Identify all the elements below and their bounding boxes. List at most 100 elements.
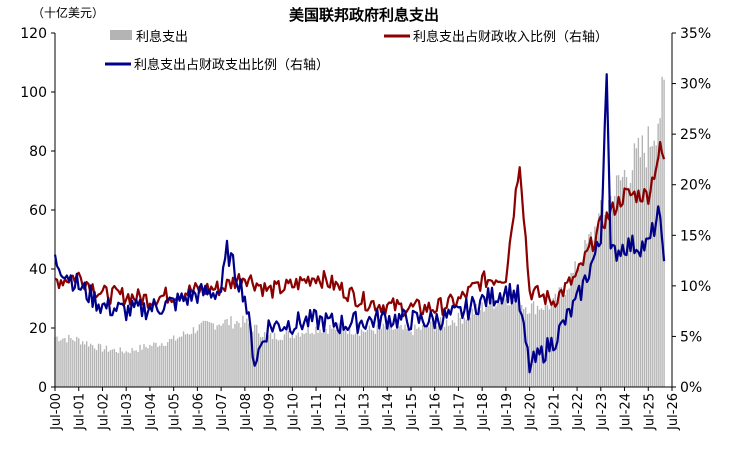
bar-interest-expense: [208, 321, 210, 387]
bar-interest-expense: [538, 309, 541, 387]
bar-interest-expense: [552, 298, 555, 387]
bar-interest-expense: [81, 341, 84, 387]
bar-interest-expense: [364, 332, 367, 387]
bar-interest-expense: [372, 330, 375, 387]
bar-interest-expense: [376, 324, 379, 387]
bar-interest-expense: [254, 324, 256, 387]
bar-interest-expense: [246, 318, 248, 387]
bar-interest-expense: [113, 348, 116, 387]
bar-interest-expense: [414, 324, 416, 387]
left-tick-label: 0: [38, 380, 47, 396]
x-tick-label: Jul-13: [358, 393, 373, 431]
bar-interest-expense: [481, 302, 483, 387]
bar-interest-expense: [295, 335, 297, 387]
bar-interest-expense: [212, 323, 214, 387]
bar-interest-expense: [202, 320, 205, 387]
bar-interest-expense: [633, 143, 636, 387]
bar-interest-expense: [204, 320, 206, 387]
bar-interest-expense: [637, 137, 640, 387]
bar-interest-expense: [408, 326, 410, 387]
axes: 0 20 40 60 80 100 120 0% 5% 10% 15% 20% 25% 30% 35% Jul…: [20, 26, 711, 431]
bar-interest-expense: [437, 324, 440, 387]
bar-interest-expense: [265, 333, 268, 387]
bar-interest-expense: [145, 346, 147, 387]
bar-interest-expense: [594, 226, 596, 387]
bar-interest-expense: [378, 327, 381, 387]
bar-interest-expense: [443, 327, 446, 387]
bar-interest-expense: [153, 342, 155, 387]
bar-interest-expense: [647, 126, 649, 387]
bar-interest-expense: [422, 325, 424, 387]
bar-interest-expense: [465, 319, 468, 387]
bar-interest-expense: [350, 334, 353, 387]
bar-interest-expense: [319, 329, 321, 387]
bar-interest-expense: [560, 286, 562, 387]
bar-interest-expense: [477, 307, 479, 387]
bar-interest-expense: [639, 157, 642, 387]
bar-interest-expense: [374, 333, 377, 387]
bar-interest-expense: [291, 333, 293, 387]
bar-interest-expense: [453, 322, 456, 387]
x-tick-label: Jul-08: [239, 393, 254, 431]
bar-interest-expense: [277, 340, 280, 387]
bar-interest-expense: [78, 338, 80, 387]
bar-interest-expense: [463, 317, 466, 387]
bar-interest-expense: [362, 331, 365, 387]
bar-interest-expense: [629, 182, 632, 387]
bar-interest-expense: [111, 349, 114, 387]
bar-interest-expense: [360, 329, 363, 387]
bar-interest-expense: [515, 299, 517, 387]
bar-interest-expense: [127, 352, 129, 387]
bar-interest-expense: [163, 345, 165, 387]
bar-interest-expense: [216, 325, 218, 387]
x-tick-label: Jul-03: [120, 393, 135, 431]
bar-interest-expense: [220, 325, 222, 387]
x-tick-label: Jul-18: [476, 393, 491, 431]
bar-interest-expense: [435, 326, 438, 387]
bar-interest-expense: [236, 320, 238, 387]
left-tick-label: 20: [29, 321, 47, 337]
bar-interest-expense: [522, 308, 525, 387]
bar-interest-expense: [321, 332, 323, 387]
bar-interest-expense: [297, 332, 299, 387]
bar-interest-expense: [501, 299, 503, 387]
bar-interest-expense: [101, 351, 104, 387]
bar-interest-expense: [503, 296, 505, 387]
bar-interest-expense: [651, 146, 653, 387]
bar-interest-expense: [279, 339, 282, 387]
legend-label-revenue-ratio: 利息支出占财政收入比例（右轴）: [413, 29, 608, 45]
bar-interest-expense: [169, 339, 171, 387]
bar-interest-expense: [566, 289, 568, 387]
bar-interest-expense: [80, 344, 82, 387]
bar-interest-expense: [117, 353, 119, 387]
bar-interest-expense: [590, 231, 592, 387]
bar-interest-expense: [70, 337, 72, 387]
bar-interest-expense: [441, 321, 444, 387]
bar-interest-expense: [93, 348, 96, 387]
bar-interest-expense: [643, 152, 645, 387]
bar-interest-expense: [410, 331, 412, 387]
bar-interest-expense: [432, 322, 434, 387]
legend-label-spending-ratio: 利息支出占财政支出比例（右轴）: [134, 57, 329, 73]
bar-interest-expense: [206, 321, 208, 387]
bar-interest-expense: [416, 328, 418, 387]
bar-interest-expense: [172, 335, 175, 387]
bar-interest-expense: [222, 323, 224, 387]
bar-interest-expense: [517, 294, 519, 387]
bar-interest-expense: [461, 323, 464, 387]
bar-interest-expense: [606, 211, 608, 387]
bar-interest-expense: [240, 327, 242, 387]
bar-interest-expense: [147, 348, 149, 387]
bar-interest-expense: [354, 333, 357, 387]
x-tick-label: Jul-14: [381, 393, 396, 431]
legend-swatch-interest-expense: [110, 30, 132, 40]
bar-interest-expense: [491, 301, 493, 387]
bar-interest-expense: [428, 327, 430, 387]
x-tick-label: Jul-22: [571, 393, 586, 431]
bar-interest-expense: [293, 338, 295, 387]
bar-interest-expense: [68, 334, 70, 387]
bar-interest-expense: [524, 307, 527, 387]
bar-interest-expense: [72, 339, 74, 387]
bar-interest-expense: [572, 272, 574, 387]
bar-interest-expense: [625, 177, 628, 387]
